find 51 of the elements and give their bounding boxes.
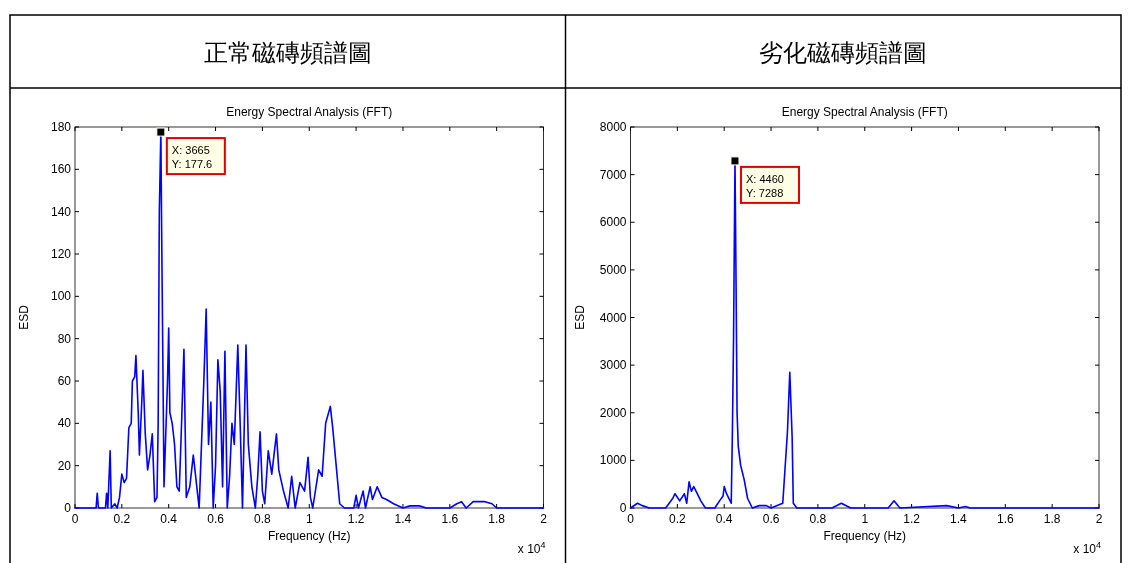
chart-title: 劣化磁磚頻譜圖 xyxy=(759,38,928,67)
x-tick-label: 0.4 xyxy=(160,512,178,526)
y-axis-title: ESD xyxy=(17,304,31,330)
y-tick-label: 6000 xyxy=(599,215,627,230)
x-tick-label: 1.2 xyxy=(347,512,365,526)
chart-subtitle: Energy Spectral Analysis (FFT) xyxy=(781,105,948,119)
y-tick-label: 4000 xyxy=(599,310,627,325)
y-tick-label: 140 xyxy=(50,204,72,219)
y-tick-label: 0 xyxy=(64,501,72,515)
x-tick-label: 1.6 xyxy=(996,512,1014,526)
x-tick-label: 0.2 xyxy=(669,512,687,526)
x-axis-title: Frequency (Hz) xyxy=(823,529,907,543)
chart-title: 正常磁磚頻譜圖 xyxy=(203,38,372,67)
x-tick-label: 1.8 xyxy=(488,512,506,526)
y-tick-label: 40 xyxy=(57,416,72,431)
y-tick-label: 3000 xyxy=(599,358,627,373)
x-axis-title: Frequency (Hz) xyxy=(267,529,351,543)
y-tick-label: 60 xyxy=(57,374,72,388)
annotation: X: 4460 Y: 7288 xyxy=(745,172,784,199)
x-tick-label: 1 xyxy=(861,512,869,526)
y-tick-label: 80 xyxy=(57,331,72,346)
y-tick-label: 180 xyxy=(50,120,72,134)
y-tick-label: 20 xyxy=(57,458,72,473)
x-tick-label: 0.4 xyxy=(715,512,733,526)
x-tick-label: 0.6 xyxy=(762,512,780,526)
y-tick-label: 120 xyxy=(50,247,72,261)
y-tick-label: 100 xyxy=(50,289,72,304)
text: x 10$^{4}$ xyxy=(517,540,546,556)
y-tick-label: 7000 xyxy=(599,167,627,182)
x-tick-label: 1.2 xyxy=(903,512,921,526)
y-tick-label: 160 xyxy=(50,162,72,177)
x-tick-label: 1.8 xyxy=(1043,512,1061,526)
x-tick-label: 2 xyxy=(1095,512,1103,526)
y-tick-label: 0 xyxy=(619,501,627,515)
x-tick-label: 2 xyxy=(540,512,548,526)
y-axis-title: ESD xyxy=(572,304,587,330)
y-tick-label: 5000 xyxy=(599,262,627,277)
y-tick-label: 1000 xyxy=(599,453,627,468)
x-tick-label: 0.8 xyxy=(254,512,272,526)
x-tick-label: 1.4 xyxy=(394,512,412,526)
annotation: X: 3665 Y: 177.6 xyxy=(171,144,213,171)
chart-subtitle: Energy Spectral Analysis (FFT) xyxy=(226,105,393,119)
x-tick-label: 0.2 xyxy=(113,512,131,526)
x-tick-label: 1.6 xyxy=(441,512,459,526)
x-tick-label: 0.6 xyxy=(207,512,225,526)
y-tick-label: 2000 xyxy=(599,405,627,420)
x-tick-label: 1 xyxy=(305,512,313,526)
y-tick-label: 8000 xyxy=(599,120,627,134)
x-tick-label: 1.4 xyxy=(950,512,968,526)
text: x 10$^{4}$ xyxy=(1073,540,1101,556)
x-tick-label: 0.8 xyxy=(809,512,827,526)
